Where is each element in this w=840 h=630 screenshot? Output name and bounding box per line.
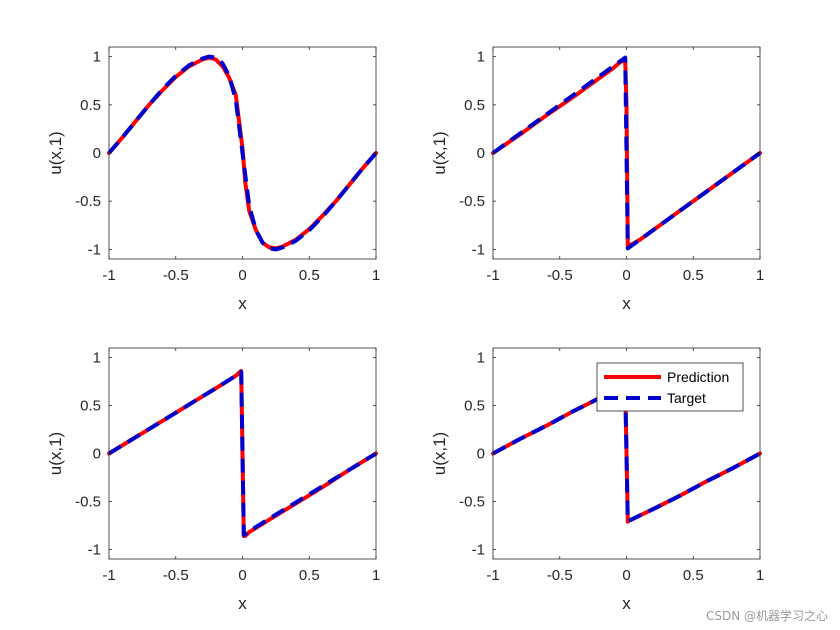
x-tick-label: -0.5 [547,567,573,584]
x-tick-label: -1 [102,267,115,284]
x-axis-label: x [238,594,247,613]
x-tick-label: 1 [756,567,764,584]
y-tick-label: -1 [88,541,101,558]
series-line-target [492,383,761,524]
y-tick-label: -0.5 [459,193,485,210]
y-tick-label: 0.5 [80,398,101,415]
y-tick-label: 0 [477,446,485,463]
series-line-target [107,54,378,252]
x-tick-label: -1 [102,567,115,584]
series-line-prediction [107,369,378,538]
y-tick-label: 1 [93,49,101,66]
x-axis-label: x [238,294,247,313]
x-tick-label: 1 [372,567,380,584]
x-tick-label: 1 [372,267,380,284]
y-tick-label: 0.5 [464,398,485,415]
y-tick-label: -1 [472,541,485,558]
y-tick-label: 0 [477,145,485,162]
x-tick-label: 0 [622,267,630,284]
y-tick-label: -1 [88,241,101,258]
y-tick-label: 1 [477,49,485,66]
x-tick-label: 0 [238,567,246,584]
legend-box [596,362,744,412]
x-tick-label: 0.5 [683,567,704,584]
x-tick-label: -1 [486,267,499,284]
x-tick-label: -1 [486,567,499,584]
x-axis-label: x [622,294,631,313]
x-tick-label: -0.5 [547,267,573,284]
y-tick-label: -0.5 [75,493,101,510]
y-axis-label: u(x,1) [46,432,65,475]
y-tick-label: 0 [93,145,101,162]
legend-label-prediction: Prediction [667,369,729,385]
y-tick-label: -1 [472,241,485,258]
x-tick-label: 0.5 [683,267,704,284]
x-tick-label: -0.5 [163,567,189,584]
legend-label-target: Target [667,390,706,406]
y-tick-label: -0.5 [75,193,101,210]
y-tick-label: 0 [93,446,101,463]
x-tick-label: 0.5 [299,267,320,284]
x-tick-label: 0.5 [299,567,320,584]
y-axis-label: u(x,1) [430,432,449,475]
x-tick-label: 0 [238,267,246,284]
x-axis-label: x [622,594,631,613]
y-axis-label: u(x,1) [46,131,65,174]
y-tick-label: 0.5 [464,97,485,114]
subplot-2: -1 -0.5 0 0.5 1 -1 -0.5 0 0.5 1 x u(x,1) [430,46,764,313]
subplot-1: -1 -0.5 0 0.5 1 -1 -0.5 0 0.5 1 x u(x,1) [46,46,380,313]
subplot-grid: -1 -0.5 0 0.5 1 -1 -0.5 0 0.5 1 x u(x,1) -1 -0.5 0 0.5 1… [46,46,764,613]
subplot-3: -1 -0.5 0 0.5 1 -1 -0.5 0 0.5 1 x u(x,1) [46,347,380,613]
y-tick-label: 1 [477,350,485,367]
y-axis-label: u(x,1) [430,131,449,174]
x-tick-label: -0.5 [163,267,189,284]
y-tick-label: 0.5 [80,97,101,114]
y-tick-label: 1 [93,350,101,367]
series-line-target [491,55,762,251]
legend: Prediction Target [596,362,744,412]
watermark: CSDN @机器学习之心 [706,608,828,623]
x-tick-label: 0 [622,567,630,584]
x-tick-label: 1 [756,267,764,284]
subplot-4: -1 -0.5 0 0.5 1 -1 -0.5 0 0.5 1 x u(x,1) Prediction T… [430,347,764,613]
y-tick-label: -0.5 [459,493,485,510]
